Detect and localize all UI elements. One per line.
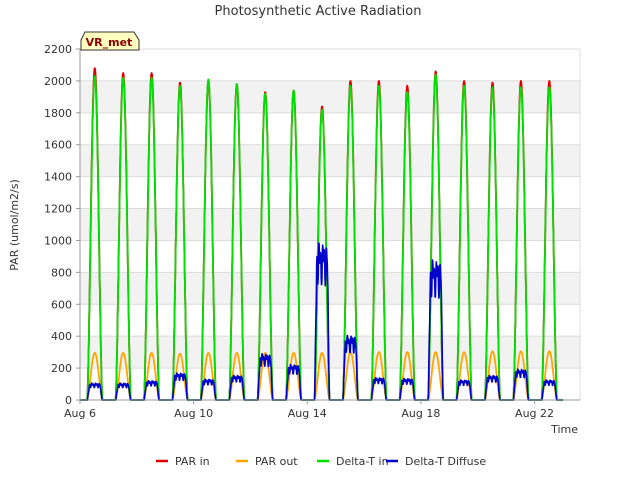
- legend-item: PAR out: [236, 455, 298, 468]
- legend-item: Delta-T Diffuse: [386, 455, 486, 468]
- y-ticks: 0 200 400 600 800 1000 1200 1400 1600 1800 2000 220…: [44, 43, 80, 407]
- x-tick-label: Aug 6: [64, 407, 96, 420]
- y-tick-label: 2200: [44, 43, 72, 56]
- y-tick-label: 200: [51, 362, 72, 375]
- legend-label: Delta-T Diffuse: [405, 455, 486, 468]
- legend-label: Delta-T in: [336, 455, 389, 468]
- x-tick-label: Aug 14: [288, 407, 327, 420]
- x-tick-label: Aug 18: [401, 407, 440, 420]
- y-tick-label: 0: [65, 394, 72, 407]
- y-tick-label: 1000: [44, 234, 72, 247]
- legend-item: Delta-T in: [317, 455, 389, 468]
- y-axis-label: PAR (umol/m2/s): [8, 179, 21, 271]
- y-tick-label: 400: [51, 330, 72, 343]
- y-tick-label: 1600: [44, 139, 72, 152]
- legend-label: PAR out: [255, 455, 298, 468]
- site-tag: VR_met: [80, 31, 140, 51]
- y-tick-label: 600: [51, 298, 72, 311]
- grid-band: [80, 272, 580, 305]
- y-tick-label: 1800: [44, 107, 72, 120]
- x-tick-label: Aug 22: [515, 407, 554, 420]
- grid-band: [80, 80, 580, 113]
- chart-title: Photosynthetic Active Radiation: [215, 4, 422, 19]
- y-tick-label: 800: [51, 266, 72, 279]
- legend-item: PAR in: [156, 455, 210, 468]
- grid-band: [80, 336, 580, 369]
- y-tick-label: 1400: [44, 171, 72, 184]
- legend-label: PAR in: [175, 455, 210, 468]
- x-tick-label: Aug 10: [174, 407, 213, 420]
- y-tick-label: 1200: [44, 203, 72, 216]
- site-tag-label: VR_met: [86, 36, 133, 49]
- x-ticks: Aug 6 Aug 10 Aug 14 Aug 18 Aug 22: [64, 400, 554, 420]
- grid-band: [80, 144, 580, 177]
- legend: PAR in PAR out Delta-T in Delta-T Diffuse: [156, 455, 486, 468]
- x-axis-label: Time: [550, 423, 578, 436]
- y-tick-label: 2000: [44, 75, 72, 88]
